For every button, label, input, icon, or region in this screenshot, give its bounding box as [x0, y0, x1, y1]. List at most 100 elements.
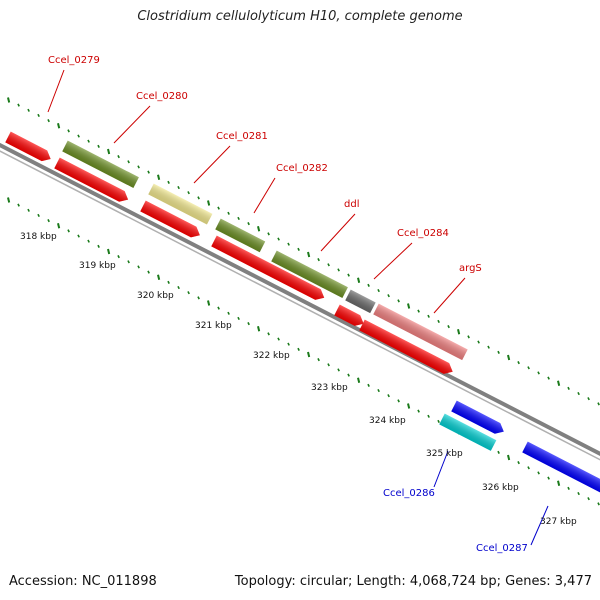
- inner-tick: [287, 342, 290, 346]
- feature-olive-a[interactable]: [62, 140, 139, 188]
- outer-tick: [217, 206, 220, 210]
- inner-tick: [367, 383, 370, 387]
- feature-olive-c[interactable]: [271, 250, 348, 298]
- outer-tick: [497, 350, 500, 354]
- inner-tick: [187, 291, 190, 295]
- outer-tick: [587, 397, 590, 401]
- inner-tick: [207, 300, 211, 306]
- kbp-label: 327 kbp: [540, 517, 577, 527]
- feature-red-a[interactable]: [5, 131, 53, 165]
- inner-tick: [247, 322, 250, 326]
- gene-label[interactable]: Ccel_0286: [383, 488, 435, 499]
- inner-tick: [77, 234, 80, 238]
- outer-tick: [557, 380, 561, 386]
- inner-tick: [137, 265, 140, 269]
- inner-tick: [307, 351, 311, 358]
- gene-label[interactable]: Ccel_0279: [48, 55, 100, 66]
- label-leader-lines: [47, 69, 549, 546]
- outer-tick: [107, 148, 111, 155]
- gene-label[interactable]: Ccel_0281: [216, 131, 268, 142]
- outer-tick: [317, 258, 320, 262]
- inner-tick: [237, 316, 240, 321]
- outer-tick: [87, 139, 90, 143]
- leader-line: [253, 177, 276, 214]
- inner-tick: [597, 502, 600, 506]
- feature-red-b[interactable]: [54, 157, 131, 205]
- outer-tick: [507, 354, 511, 361]
- outer-tick: [337, 268, 340, 272]
- outer-tick: [447, 325, 450, 329]
- feature-track: [5, 131, 600, 494]
- inner-tick: [507, 454, 511, 461]
- feature-gray[interactable]: [345, 289, 376, 314]
- outer-tick: [27, 108, 30, 112]
- outer-tick: [577, 391, 580, 396]
- accession-text: Accession: NC_011898: [9, 574, 157, 589]
- outer-tick: [187, 191, 190, 195]
- feature-salmon[interactable]: [373, 303, 468, 361]
- outer-tick: [397, 299, 400, 303]
- outer-tick: [287, 242, 290, 246]
- outer-tick: [407, 303, 411, 309]
- inner-tick: [537, 471, 540, 475]
- outer-tick: [257, 226, 261, 232]
- outer-tick: [137, 165, 140, 169]
- feature-red-e[interactable]: [334, 304, 366, 329]
- inner-tick: [267, 332, 270, 336]
- gene-label[interactable]: Ccel_0284: [397, 228, 449, 239]
- inner-tick: [437, 419, 440, 424]
- gene-label[interactable]: Ccel_0280: [136, 91, 188, 102]
- backbone-line: [0, 142, 600, 456]
- inner-tick: [337, 368, 340, 372]
- feature-red-d[interactable]: [211, 235, 327, 303]
- gene-label[interactable]: argS: [459, 263, 482, 274]
- outer-tick: [37, 113, 40, 118]
- leader-line: [320, 213, 356, 252]
- inner-tick: [27, 208, 30, 212]
- outer-tick: [307, 251, 311, 258]
- outer-tick: [97, 144, 100, 148]
- kbp-label: 324 kbp: [369, 416, 406, 426]
- inner-tick: [417, 409, 420, 413]
- inner-tick: [357, 377, 361, 383]
- inner-tick: [317, 358, 320, 362]
- inner-tick: [527, 466, 530, 470]
- outer-tick: [347, 273, 350, 277]
- kbp-label-group: 318 kbp 319 kbp 320 kbp 321 kbp 322 kbp 323 k…: [20, 232, 577, 527]
- inner-tick: [87, 239, 90, 243]
- feature-cyan[interactable]: [439, 413, 497, 451]
- outer-tick: [297, 247, 300, 251]
- inner-tick: [517, 461, 520, 465]
- gene-label[interactable]: ddl: [344, 199, 359, 210]
- feature-olive-b[interactable]: [215, 218, 266, 253]
- feature-red-c[interactable]: [140, 200, 202, 241]
- feature-red-f[interactable]: [359, 319, 455, 377]
- inner-tick: [127, 260, 130, 264]
- feature-blue-b[interactable]: [522, 441, 600, 494]
- inner-tick: [257, 326, 261, 332]
- map-title: Clostridium cellulolyticum H10, complete…: [137, 9, 463, 24]
- inner-tick: [167, 280, 170, 284]
- outer-tick: [167, 180, 170, 184]
- outer-tick: [487, 345, 490, 349]
- outer-tick: [147, 170, 150, 174]
- kbp-label: 326 kbp: [482, 483, 519, 493]
- outer-tick: [327, 263, 330, 267]
- feature-blue-a[interactable]: [451, 400, 506, 437]
- gene-label[interactable]: Ccel_0287: [476, 543, 528, 554]
- outer-tick: [527, 366, 530, 370]
- feature-khaki[interactable]: [148, 183, 213, 225]
- outer-tick: [237, 216, 240, 221]
- outer-tick: [207, 200, 211, 206]
- gene-label[interactable]: Ccel_0282: [276, 163, 328, 174]
- kbp-label: 318 kbp: [20, 232, 57, 242]
- inner-tick: [227, 311, 230, 315]
- outer-tick: [417, 309, 420, 313]
- inner-tick: [197, 296, 200, 300]
- inner-tick: [397, 399, 400, 403]
- inner-tick: [157, 274, 161, 280]
- outer-tick: [457, 329, 461, 335]
- outer-tick: [387, 294, 390, 298]
- leader-line: [433, 450, 449, 488]
